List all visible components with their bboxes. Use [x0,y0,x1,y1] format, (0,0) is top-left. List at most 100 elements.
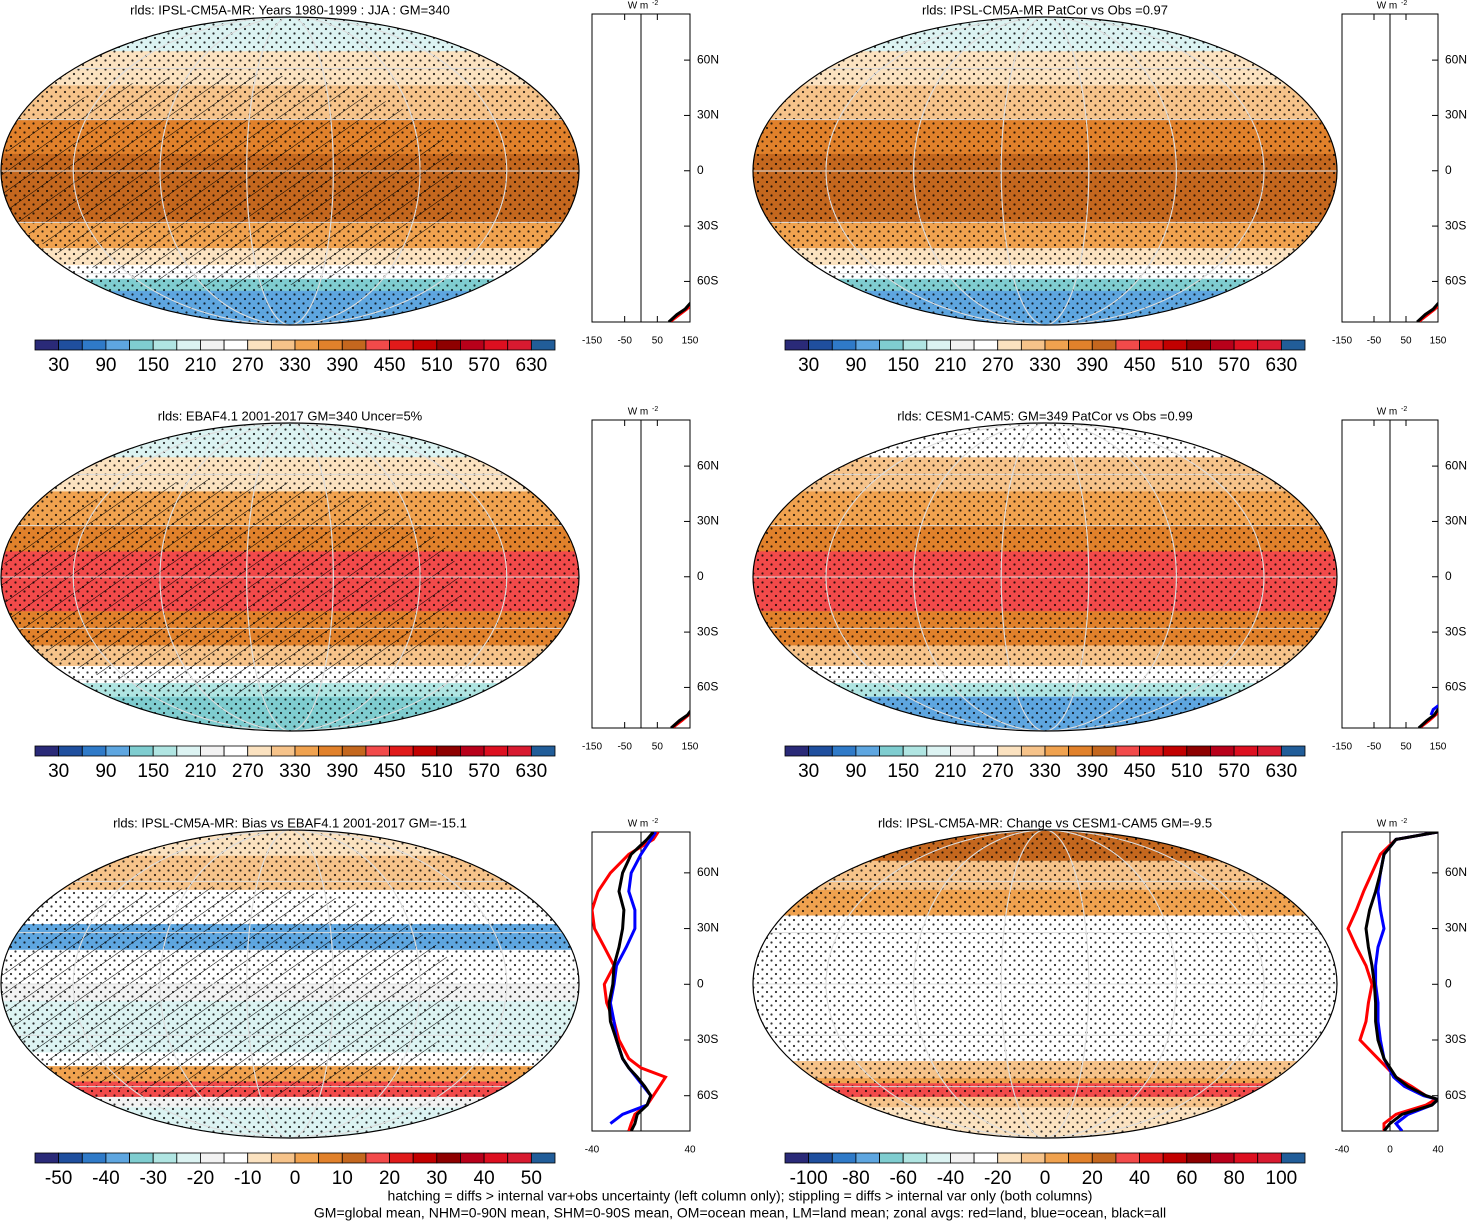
colorbar-label: 450 [1124,355,1156,376]
colorbar-box [1280,745,1306,757]
colorbar-box [129,745,154,757]
colorbar-label: 510 [421,761,453,782]
zonal-line [1429,704,1438,716]
x-tick-label: 40 [1432,1145,1444,1156]
colorbar-box [855,1152,880,1164]
panel-title: rlds: IPSL-CM5A-MR PatCor vs Obs =0.97 [922,2,1168,17]
colorbar-box [483,745,509,757]
colorbar-box [1280,1152,1306,1164]
colorbar-box [1091,1152,1117,1164]
x-tick-label: 150 [1430,336,1447,347]
colorbar-label: 510 [1171,355,1203,376]
colorbar-box [1139,745,1164,757]
unit-label: W m [1377,819,1398,830]
colorbar-box [436,1152,461,1164]
unit-sup: -2 [652,818,658,825]
unit-sup: -2 [652,406,658,413]
colorbar-box [879,339,904,351]
colorbar-box [200,1152,225,1164]
colorbar-box [247,339,272,351]
colorbar-label: 0 [1040,1168,1051,1189]
colorbar-label: 50 [521,1168,542,1189]
colorbar-box [483,339,509,351]
colorbar-label: 330 [279,355,311,376]
colorbar-box [318,745,343,757]
colorbar-label: 150 [887,761,919,782]
colorbar-label: 0 [290,1168,301,1189]
graticule [72,17,508,325]
colorbar-box [483,1152,509,1164]
colorbar-box [200,339,225,351]
zonal-line [1346,832,1438,1131]
graticule [72,423,508,731]
colorbar-box [34,339,60,351]
colorbar-box [223,745,249,757]
map [1,830,579,1138]
colorbar-label: 30 [798,761,819,782]
colorbar-box [105,745,130,757]
colorbar-box [200,745,225,757]
colorbar-label: 150 [887,355,919,376]
colorbar-box [1044,339,1070,351]
colorbar-label: 570 [468,355,500,376]
panel-title: rlds: IPSL-CM5A-MR: Bias vs EBAF4.1 2001… [113,815,467,830]
graticule [1000,423,1090,731]
colorbar-label: 100 [1266,1168,1298,1189]
colorbar-box [784,1152,810,1164]
colorbar-label: -40 [92,1168,119,1189]
x-tick-label: 50 [1400,336,1412,347]
colorbar-label: 80 [1224,1168,1245,1189]
graticule [825,17,1265,325]
x-tick-label: -150 [582,742,602,753]
y-tick-label: 30S [1445,624,1466,638]
colorbar-label: 510 [1171,761,1203,782]
map-border [752,422,1338,732]
colorbar-box [831,1152,857,1164]
graticule [1000,17,1090,325]
colorbar-label: 270 [232,761,264,782]
colorbar-box [1068,339,1093,351]
colorbar-box [997,1152,1022,1164]
colorbar-box [950,745,975,757]
colorbar-box [1257,1152,1282,1164]
colorbar-box [223,339,249,351]
colorbar-box [34,745,60,757]
y-tick-label: 30N [697,108,719,122]
colorbar-label: 20 [379,1168,400,1189]
x-tick-label: 50 [652,336,664,347]
colorbar-box [318,339,343,351]
colorbar-box [105,339,130,351]
colorbar-box [460,1152,485,1164]
colorbar-box [389,745,414,757]
colorbar-box [879,1152,904,1164]
colorbar-box [1233,1152,1259,1164]
colorbar-box [1068,745,1093,757]
y-tick-label: 60S [697,274,718,288]
x-tick-label: -150 [582,336,602,347]
colorbar-label: 390 [1076,355,1108,376]
colorbar-box [1162,745,1188,757]
colorbar-box [530,339,556,351]
colorbar-box [81,1152,107,1164]
y-tick-label: 30S [697,624,718,638]
colorbar-box [1091,745,1117,757]
colorbar-box [58,745,83,757]
colorbar-label: 30 [48,355,69,376]
colorbar-label: 10 [332,1168,353,1189]
zonal-line [1416,301,1438,322]
graticule [246,830,334,1138]
graticule [913,423,1177,731]
colorbar-box [389,339,414,351]
colorbar-box [341,1152,367,1164]
map [753,17,1337,325]
colorbar-label: 150 [137,355,169,376]
panel-title: rlds: CESM1-CAM5: GM=349 PatCor vs Obs =… [897,408,1193,423]
colorbar-box [1068,1152,1093,1164]
colorbar-box [879,745,904,757]
colorbar-label: 450 [1124,761,1156,782]
colorbar-label: -40 [937,1168,964,1189]
x-tick-label: 150 [682,742,699,753]
unit-label: W m [628,819,649,830]
colorbar-box [294,745,320,757]
